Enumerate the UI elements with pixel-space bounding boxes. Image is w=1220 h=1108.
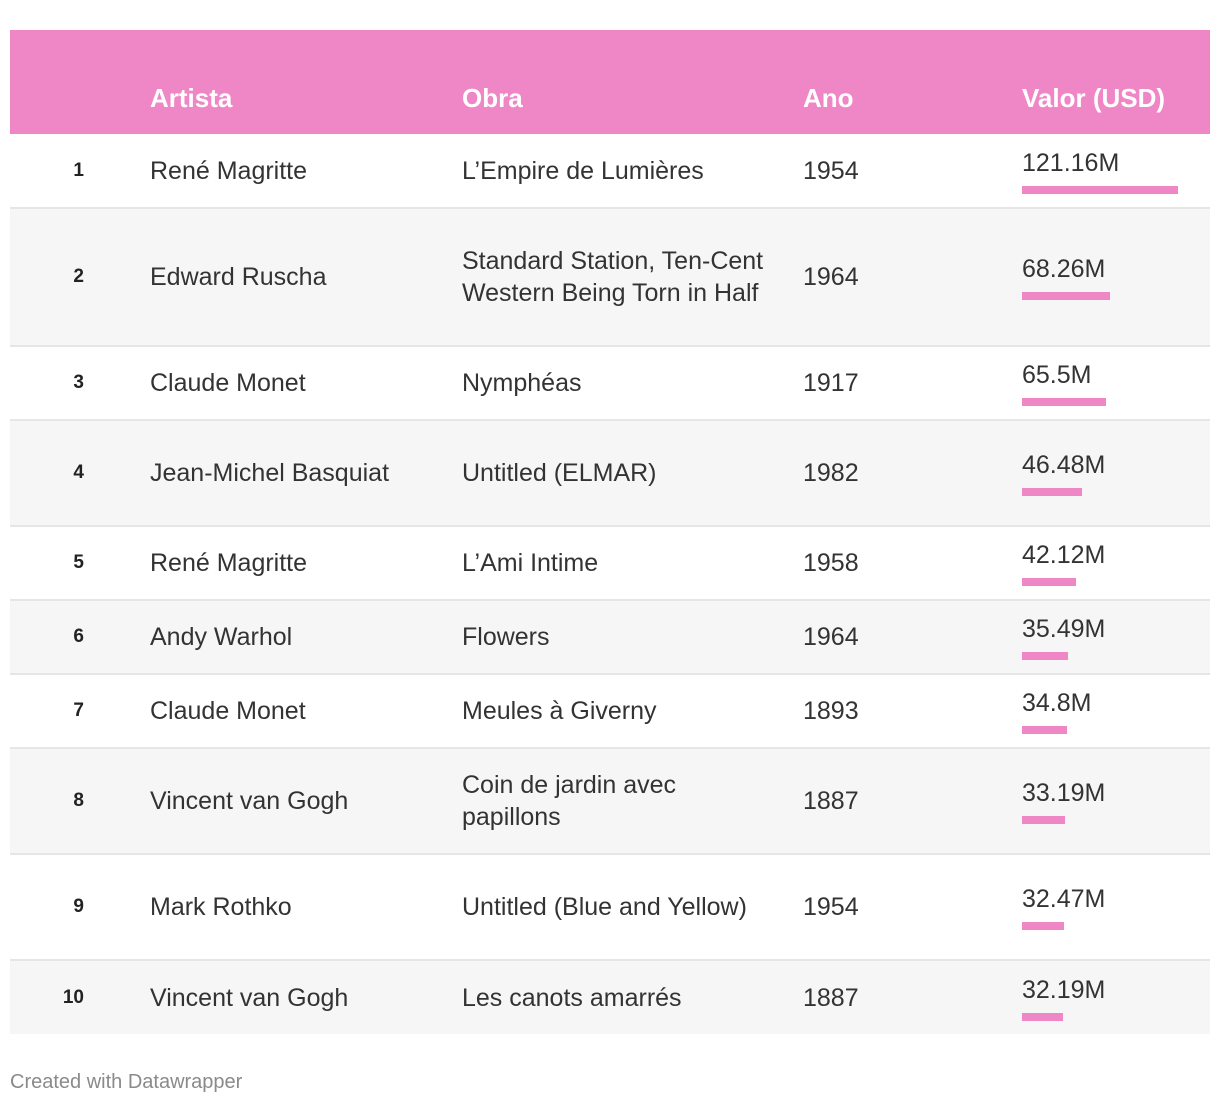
table-row: 7 Claude Monet Meules à Giverny 1893 34.8M <box>10 674 1210 749</box>
rank-cell: 5 <box>10 526 150 601</box>
rank-cell: 3 <box>10 346 150 421</box>
header-work[interactable]: Obra <box>462 30 803 134</box>
value-label: 121.16M <box>1022 148 1120 177</box>
value-cell: 68.26M <box>1022 208 1210 347</box>
value-cell: 34.8M <box>1022 674 1210 749</box>
work-cell: Flowers <box>462 600 803 675</box>
value-cell: 121.16M <box>1022 134 1210 209</box>
table-row: 10 Vincent van Gogh Les canots amarrés 1887… <box>10 960 1210 1034</box>
year-cell: 1958 <box>803 526 1022 601</box>
value-label: 65.5M <box>1022 361 1092 389</box>
header-rank <box>10 30 150 134</box>
value-bar <box>1022 398 1106 406</box>
year-cell: 1954 <box>803 134 1022 209</box>
work-cell: L’Ami Intime <box>462 526 803 601</box>
datawrapper-credit[interactable]: Created with Datawrapper <box>10 1071 243 1093</box>
value-bar <box>1022 726 1067 734</box>
work-cell: L’Empire de Lumières <box>462 134 803 209</box>
artist-cell: Mark Rothko <box>150 854 462 961</box>
header-year[interactable]: Ano <box>803 30 1022 134</box>
work-cell: Untitled (Blue and Yellow) <box>462 854 803 961</box>
value-label: 42.12M <box>1022 541 1106 569</box>
year-cell: 1917 <box>803 346 1022 421</box>
work-cell: Les canots amarrés <box>462 960 803 1034</box>
value-cell: 46.48M <box>1022 420 1210 527</box>
art-sales-table: Artista Obra Ano Valor (USD) 1 René Magri… <box>10 30 1210 1034</box>
value-bar <box>1022 816 1065 824</box>
rank-cell: 7 <box>10 674 150 749</box>
year-cell: 1964 <box>803 208 1022 347</box>
header-value[interactable]: Valor (USD) <box>1022 30 1210 134</box>
work-cell: Meules à Giverny <box>462 674 803 749</box>
header-artist[interactable]: Artista <box>150 30 462 134</box>
artist-cell: Edward Ruscha <box>150 208 462 347</box>
table-row: 2 Edward Ruscha Standard Station, Ten-Cent… <box>10 208 1210 347</box>
table-row: 1 René Magritte L’Empire de Lumières 1954 12… <box>10 134 1210 209</box>
artist-cell: Vincent van Gogh <box>150 748 462 855</box>
year-cell: 1954 <box>803 854 1022 961</box>
artist-cell: Andy Warhol <box>150 600 462 675</box>
table-row: 6 Andy Warhol Flowers 1964 35.49M <box>10 600 1210 675</box>
rank-cell: 10 <box>10 960 150 1034</box>
year-cell: 1964 <box>803 600 1022 675</box>
rank-cell: 8 <box>10 748 150 855</box>
artist-cell: René Magritte <box>150 526 462 601</box>
table-row: 4 Jean-Michel Basquiat Untitled (ELMAR) 198… <box>10 420 1210 527</box>
value-label: 68.26M <box>1022 255 1106 283</box>
artist-cell: Vincent van Gogh <box>150 960 462 1034</box>
table-row: 8 Vincent van Gogh Coin de jardin avec pap… <box>10 748 1210 855</box>
year-cell: 1893 <box>803 674 1022 749</box>
table-row: 3 Claude Monet Nymphéas 1917 65.5M <box>10 346 1210 421</box>
value-label: 35.49M <box>1022 615 1106 643</box>
value-cell: 32.47M <box>1022 854 1210 961</box>
value-cell: 35.49M <box>1022 600 1210 675</box>
year-cell: 1887 <box>803 960 1022 1034</box>
value-label: 46.48M <box>1022 451 1106 479</box>
table-row: 5 René Magritte L’Ami Intime 1958 42.12M <box>10 526 1210 601</box>
value-cell: 42.12M <box>1022 526 1210 601</box>
artist-cell: Claude Monet <box>150 674 462 749</box>
value-bar <box>1022 578 1076 586</box>
value-label: 34.8M <box>1022 689 1092 717</box>
value-bar <box>1022 652 1068 660</box>
art-sales-table-container: Artista Obra Ano Valor (USD) 1 René Magri… <box>10 30 1210 1034</box>
artist-cell: Claude Monet <box>150 346 462 421</box>
header-row: Artista Obra Ano Valor (USD) <box>10 30 1210 134</box>
work-cell: Nymphéas <box>462 346 803 421</box>
value-cell: 65.5M <box>1022 346 1210 421</box>
value-bar <box>1022 1012 1063 1021</box>
value-label: 32.47M <box>1022 885 1106 913</box>
value-cell: 32.19M <box>1022 960 1210 1034</box>
artist-cell: René Magritte <box>150 134 462 209</box>
value-label: 33.19M <box>1022 779 1106 807</box>
artist-cell: Jean-Michel Basquiat <box>150 420 462 527</box>
value-bar <box>1022 488 1082 496</box>
value-cell: 33.19M <box>1022 748 1210 855</box>
work-cell: Coin de jardin avec papillons <box>462 748 803 855</box>
rank-cell: 1 <box>10 134 150 209</box>
work-cell: Untitled (ELMAR) <box>462 420 803 527</box>
value-bar <box>1022 922 1064 930</box>
table-row: 9 Mark Rothko Untitled (Blue and Yellow) 19… <box>10 854 1210 961</box>
table-body: 1 René Magritte L’Empire de Lumières 1954 12… <box>10 134 1210 1034</box>
table-header: Artista Obra Ano Valor (USD) <box>10 30 1210 134</box>
rank-cell: 4 <box>10 420 150 527</box>
work-cell: Standard Station, Ten-Cent Western Being… <box>462 208 803 347</box>
year-cell: 1982 <box>803 420 1022 527</box>
rank-cell: 6 <box>10 600 150 675</box>
value-bar <box>1022 292 1110 300</box>
value-label: 32.19M <box>1022 975 1106 1004</box>
value-bar <box>1022 185 1178 194</box>
year-cell: 1887 <box>803 748 1022 855</box>
rank-cell: 2 <box>10 208 150 347</box>
rank-cell: 9 <box>10 854 150 961</box>
